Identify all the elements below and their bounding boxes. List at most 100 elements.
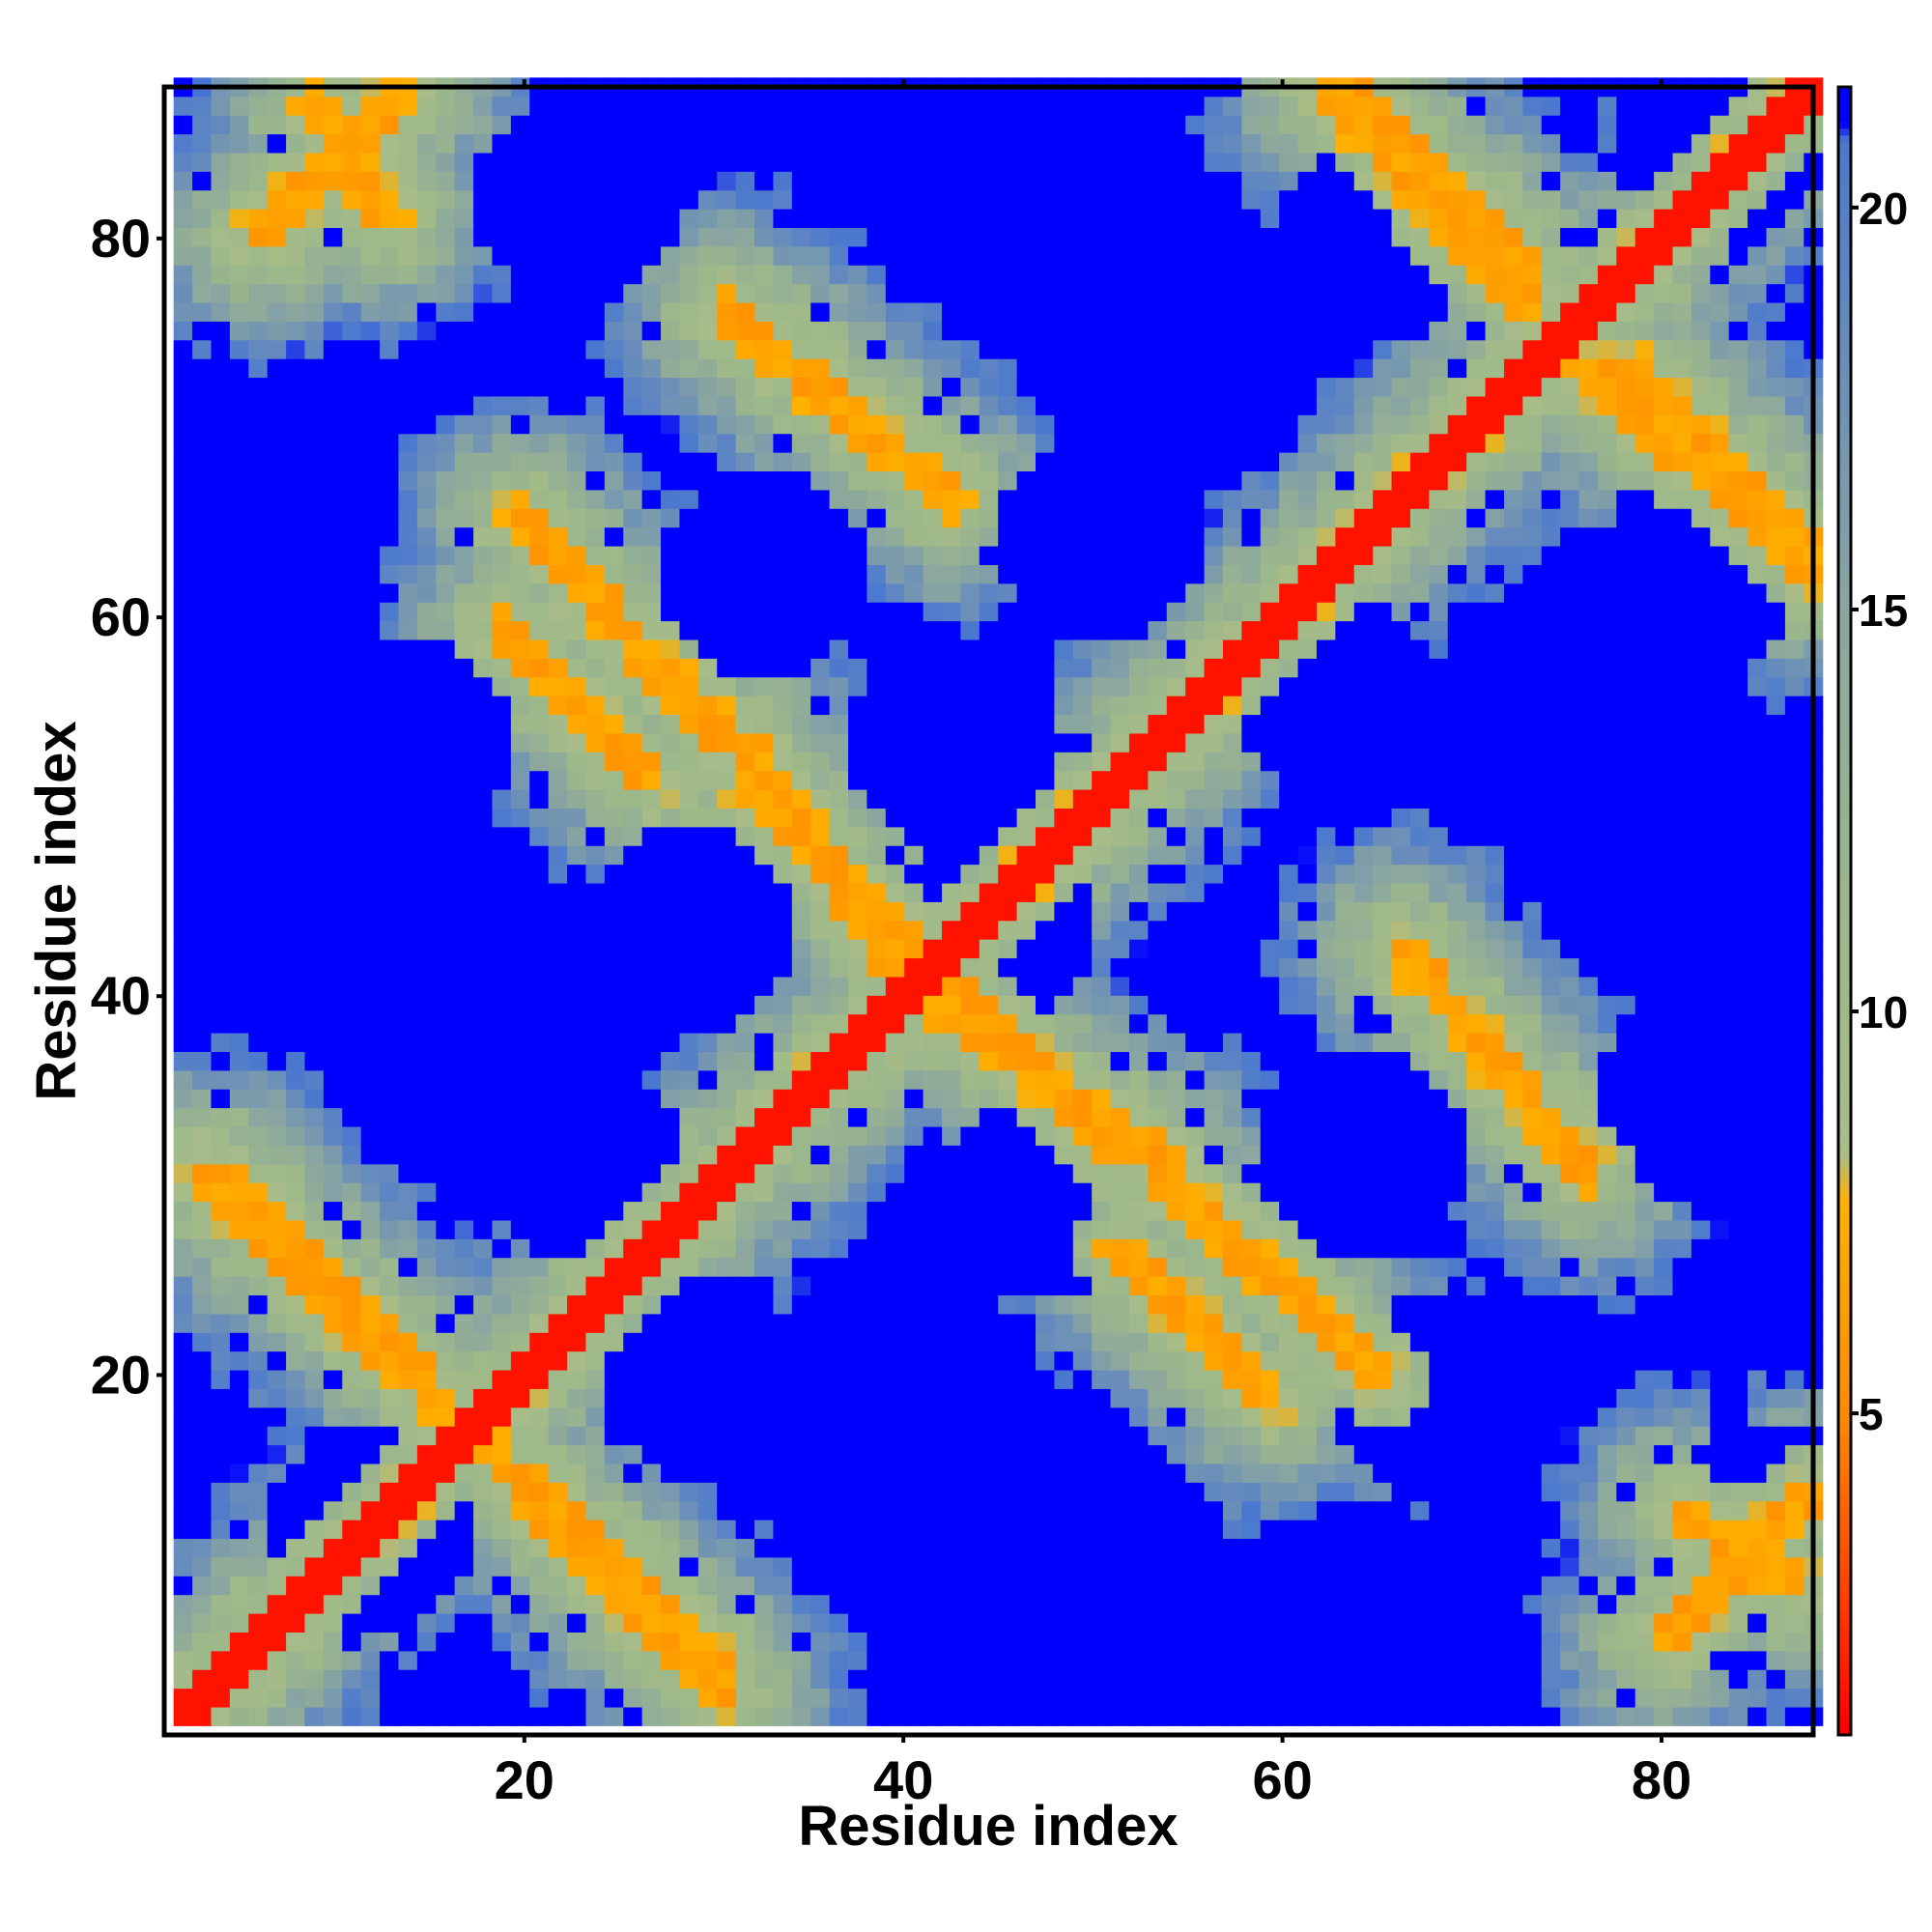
- heatmap-cell: [829, 939, 849, 959]
- heatmap-cell: [360, 864, 381, 884]
- heatmap-cell: [454, 995, 474, 1015]
- heatmap-cell: [529, 321, 550, 341]
- heatmap-cell: [454, 545, 474, 565]
- heatmap-cell: [697, 1013, 718, 1034]
- heatmap-cell: [436, 1069, 456, 1090]
- heatmap-cell: [960, 283, 980, 303]
- heatmap-cell: [211, 1163, 231, 1183]
- heatmap-cell: [304, 545, 325, 565]
- heatmap-cell: [1035, 1576, 1055, 1596]
- heatmap-cell: [1204, 1556, 1224, 1577]
- heatmap-cell: [1016, 1051, 1037, 1071]
- heatmap-cell: [267, 1332, 287, 1352]
- heatmap-cell: [1092, 732, 1112, 753]
- heatmap-cell: [1166, 171, 1186, 191]
- heatmap-cell: [1072, 1013, 1093, 1034]
- heatmap-cell: [286, 1276, 306, 1296]
- heatmap-cell: [697, 489, 718, 509]
- heatmap-cell: [360, 620, 381, 640]
- heatmap-cell: [1128, 732, 1149, 753]
- heatmap-cell: [248, 1219, 269, 1239]
- heatmap-cell: [248, 1463, 269, 1483]
- heatmap-cell: [923, 1594, 943, 1614]
- heatmap-cell: [604, 339, 624, 359]
- heatmap-cell: [323, 115, 343, 135]
- heatmap-cell: [1128, 1369, 1149, 1389]
- heatmap-cell: [641, 1219, 662, 1239]
- heatmap-cell: [867, 696, 887, 716]
- heatmap-cell: [1166, 265, 1186, 285]
- heatmap-cell: [436, 414, 456, 435]
- heatmap-cell: [1222, 1463, 1242, 1483]
- heatmap-cell: [267, 1520, 287, 1540]
- heatmap-cell: [1016, 1500, 1037, 1520]
- heatmap-cell: [885, 1013, 905, 1034]
- heatmap-cell: [548, 864, 568, 884]
- heatmap-cell: [904, 1463, 924, 1483]
- heatmap-cell: [211, 1612, 231, 1633]
- heatmap-cell: [960, 901, 980, 922]
- heatmap-cell: [248, 1257, 269, 1277]
- heatmap-cell: [1222, 826, 1242, 846]
- heatmap-cell: [567, 1201, 587, 1221]
- heatmap-cell: [661, 1520, 681, 1540]
- heatmap-cell: [998, 1201, 1018, 1221]
- heatmap-cell: [623, 1482, 643, 1502]
- heatmap-cell: [1222, 452, 1242, 472]
- heatmap-cell: [529, 1612, 550, 1633]
- heatmap-cell: [641, 564, 662, 584]
- heatmap-cell: [1035, 788, 1055, 809]
- heatmap-cell: [1110, 1406, 1130, 1427]
- heatmap-cell: [173, 1033, 193, 1052]
- heatmap-cell: [1054, 301, 1074, 322]
- heatmap-cell: [1016, 1201, 1037, 1221]
- heatmap-cell: [248, 1013, 269, 1034]
- heatmap-cell: [529, 189, 550, 210]
- heatmap-cell: [641, 582, 662, 603]
- heatmap-cell: [904, 1444, 924, 1464]
- heatmap-cell: [286, 377, 306, 397]
- heatmap-cell: [1110, 339, 1130, 359]
- heatmap-cell: [398, 171, 418, 191]
- heatmap-cell: [773, 545, 793, 565]
- heatmap-cell: [1148, 133, 1168, 154]
- heatmap-cell: [416, 433, 437, 453]
- heatmap-cell: [1054, 1612, 1074, 1633]
- heatmap-cell: [960, 1069, 980, 1090]
- heatmap-cell: [323, 564, 343, 584]
- heatmap-cell: [1035, 1594, 1055, 1614]
- heatmap-cell: [1016, 189, 1037, 210]
- heatmap-cell: [398, 808, 418, 828]
- heatmap-cell: [304, 377, 325, 397]
- heatmap-cell: [567, 152, 587, 172]
- heatmap-cell: [623, 1350, 643, 1371]
- heatmap-cell: [679, 115, 699, 135]
- heatmap-cell: [398, 1650, 418, 1670]
- heatmap-cell: [548, 358, 568, 379]
- heatmap-cell: [623, 1612, 643, 1633]
- heatmap-cell: [791, 845, 811, 866]
- heatmap-cell: [529, 788, 550, 809]
- heatmap-cell: [848, 957, 868, 978]
- heatmap-cell: [436, 939, 456, 959]
- heatmap-cell: [641, 1556, 662, 1577]
- heatmap-cell: [248, 470, 269, 491]
- heatmap-cell: [229, 1650, 249, 1670]
- heatmap-cell: [623, 1294, 643, 1315]
- heatmap-cell: [1204, 957, 1224, 978]
- heatmap-cell: [697, 152, 718, 172]
- heatmap-cell: [885, 1219, 905, 1239]
- heatmap-cell: [661, 115, 681, 135]
- heatmap-cell: [679, 1294, 699, 1315]
- heatmap-cell: [1222, 1276, 1242, 1296]
- heatmap-cell: [1110, 676, 1130, 696]
- heatmap-cell: [304, 1463, 325, 1483]
- heatmap-cell: [286, 1294, 306, 1315]
- heatmap-cell: [697, 752, 718, 772]
- heatmap-cell: [398, 1669, 418, 1690]
- heatmap-cell: [323, 770, 343, 790]
- heatmap-cell: [529, 696, 550, 716]
- heatmap-cell: [585, 564, 606, 584]
- heatmap-cell: [267, 620, 287, 640]
- heatmap-cell: [998, 265, 1018, 285]
